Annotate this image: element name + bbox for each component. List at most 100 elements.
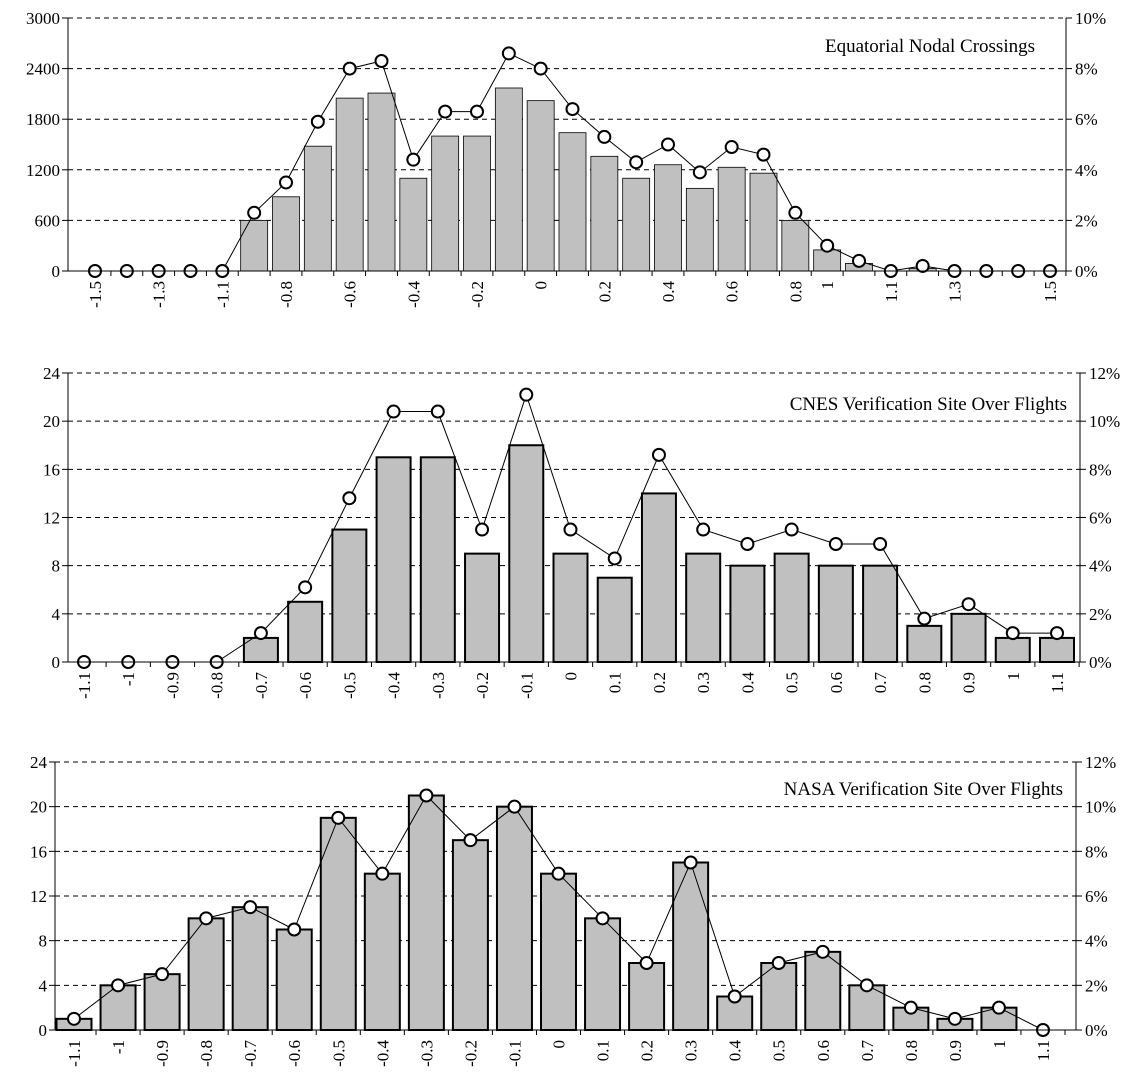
marker	[533, 61, 548, 76]
x-tick-label: 0.3	[694, 672, 713, 693]
bar	[463, 135, 491, 272]
bar	[231, 906, 269, 1032]
bar	[817, 564, 854, 664]
x-tick-label: -0.6	[341, 281, 360, 308]
y-tick-label: 0	[39, 1021, 48, 1040]
bar	[628, 962, 666, 1031]
bar	[363, 872, 401, 1032]
x-tick-label: -0.4	[385, 672, 404, 699]
marker	[375, 866, 390, 881]
y2-tick-label: 10%	[1089, 412, 1120, 431]
y2-tick-label: 6%	[1085, 887, 1108, 906]
marker	[784, 522, 799, 537]
marker	[67, 1011, 81, 1026]
bar	[494, 87, 523, 272]
x-tick-label: 0.7	[858, 1040, 877, 1062]
bar	[717, 166, 746, 272]
x-tick-label: -0.6	[296, 672, 315, 699]
marker	[692, 165, 707, 180]
x-tick-label: 0.6	[814, 1040, 833, 1061]
y-tick-label: 20	[30, 798, 47, 817]
bar	[272, 196, 300, 272]
x-tick-label: -0.8	[197, 1040, 216, 1067]
y-tick-label: 12	[43, 509, 60, 528]
bar	[275, 928, 313, 1031]
y2-tick-label: 0%	[1085, 1021, 1108, 1040]
marker	[247, 205, 262, 220]
x-tick-label: 0.1	[606, 672, 625, 693]
marker	[815, 944, 830, 959]
marker	[386, 404, 401, 419]
marker	[406, 152, 421, 167]
marker	[917, 611, 932, 626]
x-tick-label: 0.2	[650, 672, 669, 693]
bar	[143, 973, 181, 1032]
x-tick-label: 0.5	[783, 672, 802, 693]
marker	[298, 580, 313, 595]
bar	[508, 444, 545, 663]
x-tick-label: 0	[562, 672, 581, 681]
marker	[342, 491, 357, 506]
marker	[595, 911, 610, 926]
x-tick-label: -1.1	[65, 1040, 84, 1067]
marker	[310, 114, 325, 129]
marker	[651, 447, 666, 462]
marker	[639, 956, 654, 970]
y2-tick-label: 10%	[1085, 798, 1116, 817]
marker	[1005, 626, 1020, 641]
x-tick-label: -0.7	[252, 672, 271, 699]
bar	[495, 805, 533, 1032]
x-tick-label: 0	[532, 281, 551, 290]
marker	[243, 900, 258, 915]
marker	[475, 522, 490, 537]
marker	[859, 978, 874, 993]
x-tick-label: 0.5	[770, 1040, 789, 1061]
marker	[696, 522, 711, 537]
y-tick-label: 20	[43, 412, 60, 431]
bar	[526, 100, 555, 272]
y2-tick-label: 0%	[1075, 262, 1098, 281]
x-tick-label: -0.3	[417, 1040, 436, 1067]
bar	[367, 92, 396, 272]
marker	[629, 155, 644, 170]
y2-tick-label: 8%	[1075, 60, 1098, 79]
y2-tick-label: 2%	[1075, 211, 1098, 230]
y2-tick-label: 0%	[1089, 653, 1112, 672]
chart-title: CNES Verification Site Over Flights	[790, 394, 1067, 415]
marker	[820, 238, 835, 253]
x-tick-label: 0.4	[659, 281, 678, 303]
x-tick-label: 0.6	[827, 672, 846, 693]
bar	[319, 816, 357, 1031]
x-tick-label: 1	[1004, 672, 1023, 681]
x-tick-label: -0.9	[163, 672, 182, 699]
chart-title: NASA Verification Site Over Flights	[784, 779, 1063, 800]
bar	[464, 552, 501, 663]
bar	[596, 576, 633, 663]
y2-tick-label: 8%	[1089, 460, 1112, 479]
marker	[788, 205, 803, 220]
marker	[111, 978, 126, 993]
y-tick-label: 0	[52, 653, 61, 672]
bar	[760, 962, 798, 1031]
y-tick-label: 24	[43, 364, 61, 383]
x-tick-label: 1.1	[1048, 672, 1067, 693]
x-tick-label: -1.1	[213, 281, 232, 308]
x-tick-label: -1	[119, 672, 138, 686]
y-tick-label: 12	[30, 887, 47, 906]
bar	[287, 600, 324, 664]
y-tick-label: 0	[52, 262, 61, 281]
marker	[501, 46, 516, 61]
bar	[335, 97, 364, 272]
x-tick-label: -1.5	[86, 281, 105, 308]
y-tick-label: 4	[52, 605, 61, 624]
bar	[1039, 636, 1075, 664]
x-tick-label: -0.8	[208, 672, 227, 699]
bar	[749, 172, 778, 272]
marker	[771, 956, 786, 970]
bar	[640, 492, 677, 663]
bar	[399, 177, 428, 272]
x-tick-label: -0.4	[373, 1040, 392, 1067]
bar	[848, 984, 886, 1031]
marker	[155, 967, 170, 982]
